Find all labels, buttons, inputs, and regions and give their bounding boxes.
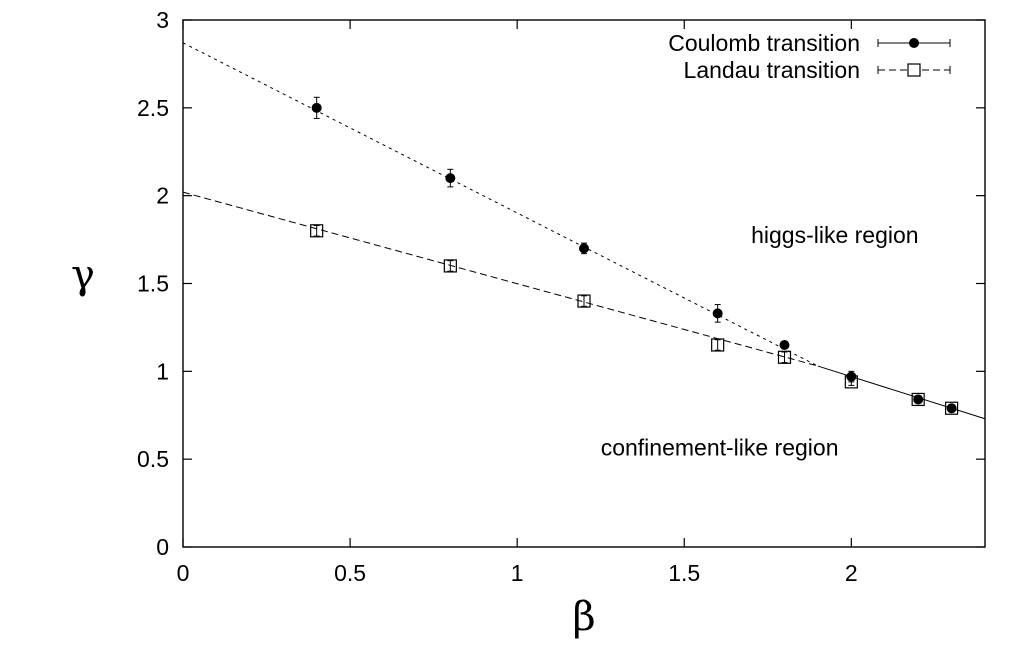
legend-label: Coulomb transition <box>668 30 860 56</box>
y-axis-label: γ <box>71 252 95 298</box>
x-tick-label: 1 <box>511 560 524 586</box>
coulomb-point <box>311 102 322 113</box>
coulomb-point <box>445 173 456 184</box>
y-tick-label: 2 <box>156 183 169 209</box>
legend-label: Landau transition <box>684 57 860 83</box>
region-annotation: higgs-like region <box>751 222 918 248</box>
landau-point <box>911 392 925 407</box>
landau-point <box>944 401 959 415</box>
y-tick-label: 0 <box>156 534 169 560</box>
coulomb-point <box>579 243 589 254</box>
plot-frame <box>182 19 986 548</box>
x-tick-label: 2 <box>845 560 858 586</box>
axis-ticks: 0 0.5 1 1.5 2 0 0.5 1 1.5 2 2.5 3 <box>137 7 985 586</box>
y-tick-label: 0.5 <box>137 446 169 472</box>
landau-point <box>310 224 324 238</box>
coulomb-point <box>846 371 857 382</box>
y-tick-label: 2.5 <box>137 95 169 121</box>
y-tick-label: 1 <box>156 358 169 384</box>
legend-marker-square <box>907 63 921 77</box>
coulomb-point <box>712 308 723 319</box>
coulomb-point <box>946 403 957 414</box>
x-axis-label: β <box>572 594 595 640</box>
fit-line-dotted <box>182 42 819 367</box>
coulomb-point <box>913 394 924 405</box>
coulomb-point <box>779 339 790 350</box>
region-annotation: confinement-like region <box>601 435 839 461</box>
y-tick-label: 3 <box>156 7 169 33</box>
data-points <box>310 96 959 415</box>
landau-point <box>443 259 457 273</box>
x-tick-label: 0.5 <box>334 560 366 586</box>
legend-marker-circle <box>909 38 919 48</box>
y-tick-label: 1.5 <box>137 271 169 297</box>
fit-line-solid <box>817 365 986 420</box>
fit-line-dashed <box>182 191 819 367</box>
landau-point <box>777 350 792 364</box>
landau-point <box>711 338 725 352</box>
x-tick-label: 0 <box>177 560 190 586</box>
annotations: higgs-like region confinement-like region <box>601 222 919 461</box>
x-tick-label: 1.5 <box>668 560 700 586</box>
landau-point <box>577 294 591 308</box>
